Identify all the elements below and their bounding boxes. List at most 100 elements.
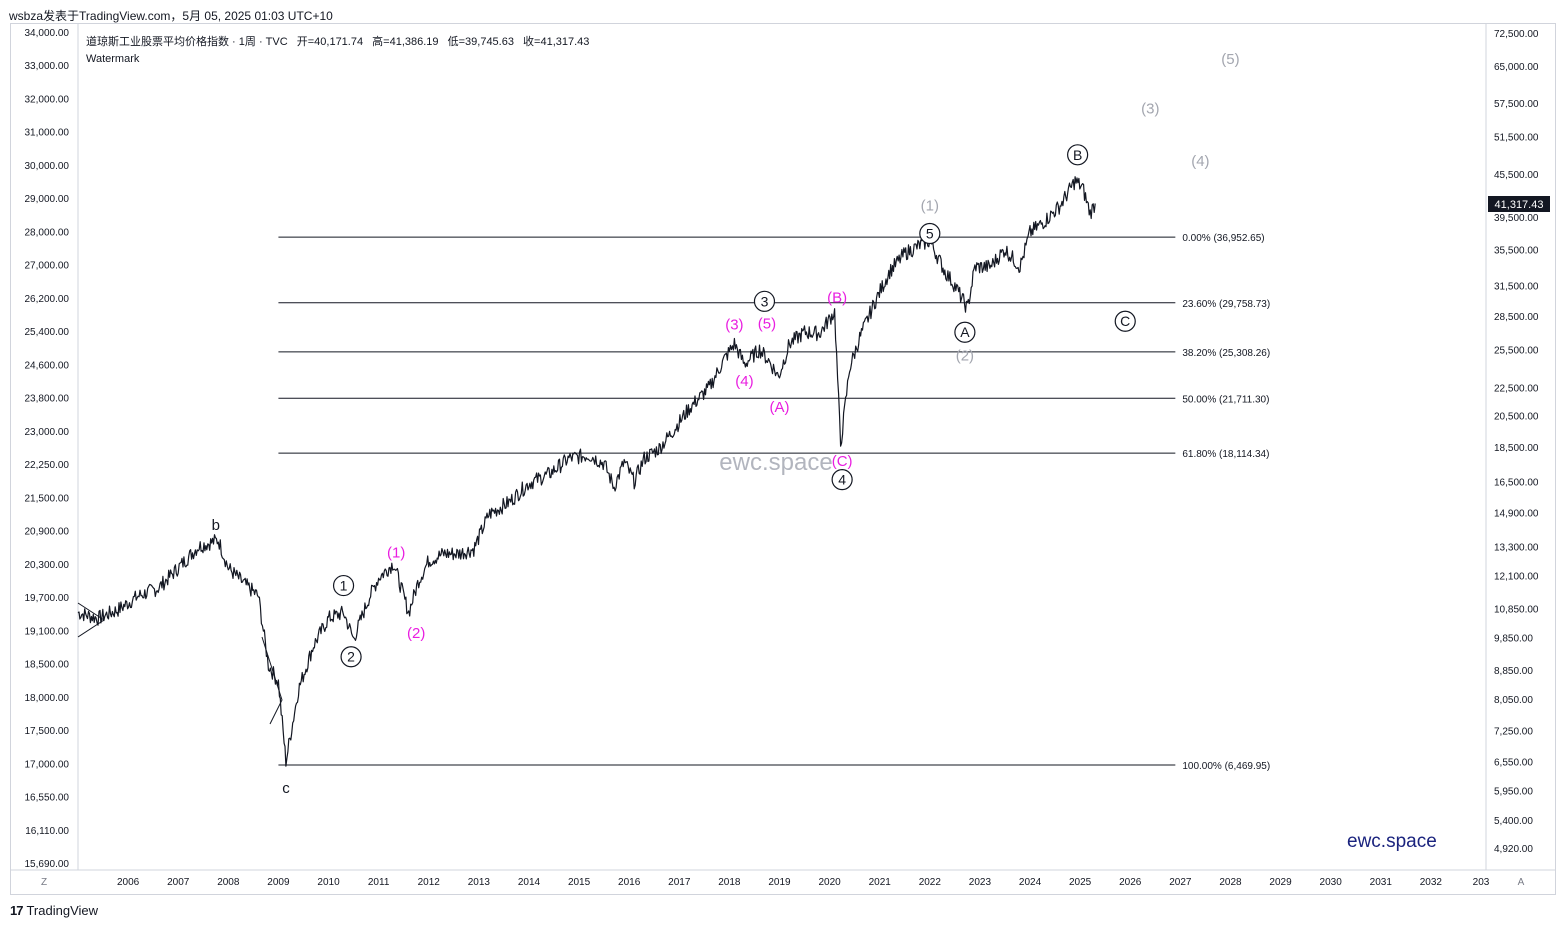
footer[interactable]: 17 TradingView	[10, 903, 98, 918]
svg-text:41,317.43: 41,317.43	[1495, 199, 1544, 211]
auto-scale-toggle[interactable]: A	[1517, 877, 1525, 888]
right-axis-tick-label: 7,250.00	[1494, 727, 1533, 738]
wave-label-text: 5	[926, 226, 934, 242]
wave-label-text[interactable]: (3)	[725, 316, 743, 333]
wave-label-text[interactable]: (2)	[407, 625, 425, 642]
wave-label-text[interactable]: (C)	[832, 453, 853, 470]
wave-label-text[interactable]: (4)	[735, 373, 753, 390]
publisher-line: wsbza发表于TradingView.com，5月 05, 2025 01:0…	[9, 9, 333, 23]
time-axis-tick-label: 2032	[1420, 877, 1443, 888]
time-axis-tick-label: 2014	[518, 877, 541, 888]
wave-label-circle[interactable]	[919, 222, 941, 245]
time-axis-tick-label: 2029	[1269, 877, 1292, 888]
right-axis-tick-label: 12,100.00	[1494, 571, 1539, 582]
log-scale-toggle[interactable]: Z	[40, 877, 48, 888]
wave-label-text: A	[960, 324, 970, 340]
corner-watermark: ewc.space	[1347, 831, 1437, 852]
right-axis-tick-label: 13,300.00	[1494, 543, 1539, 554]
symbol-title[interactable]: 道琼斯工业股票平均价格指数 · 1周 · TVC	[86, 36, 288, 48]
time-axis-tick-label: 2008	[217, 877, 240, 888]
wave-label-circle[interactable]	[1067, 144, 1089, 166]
pattern-drawings[interactable]	[77, 602, 283, 725]
time-axis-tick-label: 2023	[969, 877, 992, 888]
wave-label-text[interactable]: (3)	[1141, 101, 1159, 118]
left-axis-tick-label: 32,000.00	[25, 94, 70, 105]
wave-label-circle[interactable]	[340, 646, 362, 668]
wave-label-text[interactable]: (B)	[827, 289, 847, 306]
time-axis-tick-label: 2007	[167, 877, 190, 888]
wave-label-circle[interactable]	[753, 290, 776, 312]
time-axis-tick-label: 2020	[818, 877, 841, 888]
wave-label-text[interactable]: (2)	[956, 348, 974, 365]
left-axis-tick-label: 18,500.00	[25, 660, 70, 671]
wave-label-text[interactable]: (4)	[1191, 153, 1209, 170]
wave-label-text: 2	[347, 649, 355, 665]
left-axis-tick-label: 17,000.00	[25, 759, 70, 770]
indicator-watermark-label[interactable]: Watermark	[86, 53, 140, 65]
fib-level-label: 0.00% (36,952.65)	[1182, 233, 1264, 244]
right-axis-tick-label: 25,500.00	[1494, 346, 1539, 357]
right-axis-tick-label: 51,500.00	[1494, 133, 1539, 144]
left-axis-tick-label: 19,700.00	[25, 593, 70, 604]
time-axis-tick-label: 2028	[1219, 877, 1242, 888]
time-axis-tick-label: 2006	[117, 877, 140, 888]
left-axis-tick-label: 21,500.00	[25, 493, 70, 504]
wave-label-text[interactable]: c	[282, 780, 290, 797]
left-axis-tick-label: 16,550.00	[25, 793, 70, 804]
ohlc-close: 收=41,317.43	[523, 36, 590, 48]
right-axis-tick-label: 31,500.00	[1494, 282, 1539, 293]
right-price-axis[interactable]: 72,500.00 65,000.00 57,500.00 51,500.00 45,5…	[1494, 29, 1539, 855]
time-axis[interactable]: 2006 2007 2008 2009 2010 2011 2012 2013 2014 2015…	[117, 877, 1490, 888]
time-axis-tick-label: 2013	[468, 877, 491, 888]
left-axis-tick-label: 23,000.00	[25, 427, 70, 438]
wave-label-circle[interactable]	[332, 574, 355, 597]
time-axis-tick-label: 2024	[1019, 877, 1042, 888]
wave-label-text: C	[1120, 313, 1130, 329]
left-axis-tick-label: 24,600.00	[25, 360, 70, 371]
wave-label-text[interactable]: (1)	[387, 544, 405, 561]
right-axis-tick-label: 16,500.00	[1494, 477, 1539, 488]
wave-label-text: 1	[340, 578, 348, 594]
left-axis-tick-label: 23,800.00	[25, 394, 70, 405]
time-axis-tick-label: 2012	[418, 877, 441, 888]
left-axis-tick-label: 22,250.00	[25, 460, 70, 471]
right-axis-tick-label: 20,500.00	[1494, 412, 1539, 423]
fib-level-label: 23.60% (29,758.73)	[1182, 299, 1270, 310]
wave-label-circle[interactable]	[1114, 310, 1136, 332]
time-axis-tick-label: 2026	[1119, 877, 1142, 888]
time-axis-tick-label: 2021	[869, 877, 892, 888]
right-axis-tick-label: 39,500.00	[1494, 213, 1539, 224]
right-axis-tick-label: 14,900.00	[1494, 508, 1539, 519]
wave-label-text[interactable]: (A)	[769, 399, 789, 416]
right-axis-tick-label: 9,850.00	[1494, 634, 1533, 645]
right-axis-tick-label: 45,500.00	[1494, 170, 1539, 181]
wave-label-text[interactable]: (5)	[1221, 51, 1239, 68]
left-axis-tick-label: 25,400.00	[25, 327, 70, 338]
left-axis-tick-label: 34,000.00	[25, 28, 70, 39]
fibonacci-retracement[interactable]: 0.00% (36,952.65) 23.60% (29,758.73) 38.20…	[278, 233, 1270, 772]
wave-label-text[interactable]: (5)	[758, 315, 776, 332]
tradingview-logo-icon: 17	[10, 903, 24, 918]
fib-level-label: 100.00% (6,469.95)	[1182, 761, 1270, 772]
time-axis-tick-label: 2018	[718, 877, 741, 888]
left-axis-tick-label: 18,000.00	[25, 693, 70, 704]
dow-weekly-price-line[interactable]	[77, 176, 1096, 767]
time-axis-tick-label: 2017	[668, 877, 691, 888]
right-axis-tick-label: 57,500.00	[1494, 99, 1539, 110]
left-price-axis[interactable]: 34,000.00 33,000.00 32,000.00 31,000.00 30,0…	[25, 28, 70, 870]
time-axis-tick-label: 2009	[267, 877, 290, 888]
left-axis-tick-label: 26,200.00	[25, 294, 70, 305]
left-axis-tick-label: 29,000.00	[25, 194, 70, 205]
tradingview-brand: TradingView	[26, 903, 99, 918]
right-axis-tick-label: 4,920.00	[1494, 844, 1533, 855]
wave-label-circle[interactable]	[954, 321, 976, 343]
wave-label-text[interactable]: (1)	[921, 198, 939, 215]
right-axis-tick-label: 5,400.00	[1494, 816, 1533, 827]
left-axis-tick-label: 17,500.00	[25, 726, 70, 737]
right-axis-tick-label: 8,050.00	[1494, 695, 1533, 706]
wave-label-text[interactable]: b	[212, 517, 220, 534]
wave-label-circle[interactable]	[831, 468, 853, 491]
time-axis-tick-label: 2016	[618, 877, 641, 888]
right-axis-tick-label: 8,850.00	[1494, 666, 1533, 677]
